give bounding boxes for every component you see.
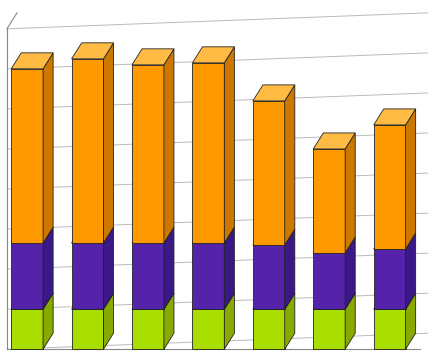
Polygon shape <box>224 227 234 309</box>
Polygon shape <box>405 233 415 309</box>
Polygon shape <box>192 243 224 309</box>
Polygon shape <box>11 69 43 243</box>
Polygon shape <box>224 47 234 243</box>
Polygon shape <box>43 293 53 349</box>
Polygon shape <box>192 227 234 243</box>
Polygon shape <box>103 293 113 349</box>
Polygon shape <box>132 243 163 309</box>
Polygon shape <box>252 229 294 245</box>
Polygon shape <box>132 293 174 309</box>
Polygon shape <box>71 59 103 243</box>
Polygon shape <box>344 237 354 309</box>
Polygon shape <box>163 49 174 243</box>
Polygon shape <box>373 293 415 309</box>
Polygon shape <box>224 293 234 349</box>
Polygon shape <box>313 293 354 309</box>
Polygon shape <box>192 293 234 309</box>
Polygon shape <box>132 227 174 243</box>
Polygon shape <box>43 227 53 309</box>
Polygon shape <box>163 293 174 349</box>
Polygon shape <box>11 227 53 243</box>
Polygon shape <box>132 49 174 65</box>
Polygon shape <box>373 249 405 309</box>
Polygon shape <box>284 293 294 349</box>
Polygon shape <box>313 133 354 149</box>
Polygon shape <box>252 245 284 309</box>
Polygon shape <box>11 309 43 349</box>
Polygon shape <box>132 309 163 349</box>
Polygon shape <box>103 43 113 243</box>
Polygon shape <box>71 43 113 59</box>
Polygon shape <box>11 53 53 69</box>
Polygon shape <box>71 243 103 309</box>
Polygon shape <box>344 293 354 349</box>
Polygon shape <box>344 133 354 253</box>
Polygon shape <box>313 309 344 349</box>
Polygon shape <box>71 293 113 309</box>
Polygon shape <box>405 109 415 249</box>
Polygon shape <box>252 309 284 349</box>
Polygon shape <box>252 293 294 309</box>
Polygon shape <box>284 229 294 309</box>
Polygon shape <box>373 109 415 125</box>
Polygon shape <box>11 243 43 309</box>
Polygon shape <box>11 293 53 309</box>
Polygon shape <box>313 253 344 309</box>
Polygon shape <box>192 47 234 63</box>
Polygon shape <box>373 309 405 349</box>
Polygon shape <box>43 53 53 243</box>
Polygon shape <box>284 85 294 245</box>
Polygon shape <box>103 227 113 309</box>
Polygon shape <box>252 85 294 101</box>
Polygon shape <box>192 63 224 243</box>
Polygon shape <box>163 227 174 309</box>
Polygon shape <box>373 125 405 249</box>
Polygon shape <box>373 233 415 249</box>
Polygon shape <box>252 101 284 245</box>
Polygon shape <box>313 149 344 253</box>
Polygon shape <box>405 293 415 349</box>
Polygon shape <box>132 65 163 243</box>
Polygon shape <box>313 237 354 253</box>
Polygon shape <box>71 227 113 243</box>
Polygon shape <box>192 309 224 349</box>
Polygon shape <box>71 309 103 349</box>
